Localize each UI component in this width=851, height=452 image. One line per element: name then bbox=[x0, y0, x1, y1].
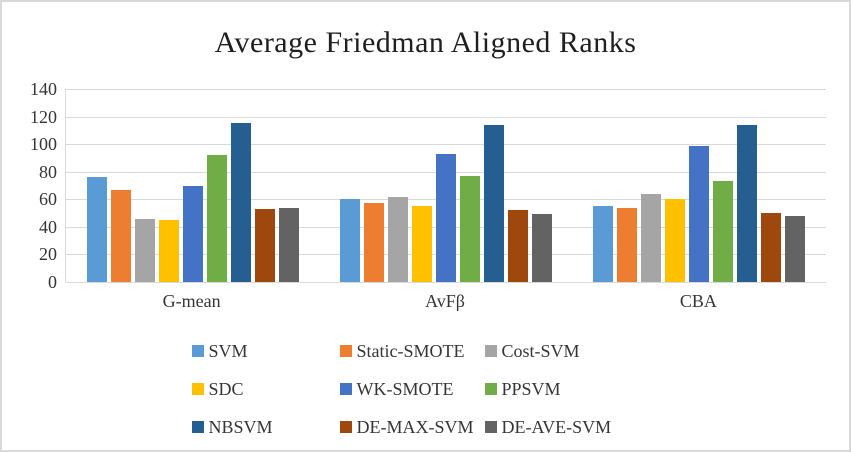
legend-label: NBSVM bbox=[208, 416, 273, 437]
legend-marker-icon bbox=[484, 421, 497, 433]
legend-marker-icon bbox=[339, 421, 352, 433]
legend-item-NBSVM: NBSVM bbox=[191, 416, 340, 438]
y-tick-label: 120 bbox=[30, 106, 57, 127]
bar-Cost-SVM bbox=[134, 218, 155, 282]
legend: SVM Static-SMOTE Cost-SVM SDC WK-SMOTE PPSVM N… bbox=[191, 332, 660, 446]
y-tick-label: 140 bbox=[30, 79, 57, 99]
legend-item-SVM: SVM bbox=[191, 340, 340, 362]
legend-marker-icon bbox=[339, 383, 352, 395]
bar-groups bbox=[66, 89, 826, 282]
legend-label: Cost-SVM bbox=[501, 340, 580, 361]
chart-title: Average Friedman Aligned Ranks bbox=[214, 26, 637, 59]
bar-SVM bbox=[593, 206, 614, 282]
legend-item-PPSVM: PPSVM bbox=[484, 378, 660, 400]
bar-group-CBA bbox=[573, 89, 826, 282]
bar-Cost-SVM bbox=[387, 196, 408, 282]
bar-WK-SMOTE bbox=[435, 153, 456, 282]
legend-marker-icon bbox=[191, 421, 204, 433]
bar-NBSVM bbox=[737, 124, 758, 282]
y-tick-label: 0 bbox=[48, 272, 57, 292]
bar-PPSVM bbox=[459, 175, 480, 282]
legend-label: WK-SMOTE bbox=[356, 378, 454, 399]
y-tick-label: 20 bbox=[39, 244, 57, 265]
bar-SVM bbox=[86, 177, 107, 282]
gridline bbox=[66, 116, 826, 118]
bar-DE-MAX-SVM bbox=[507, 210, 528, 282]
y-tick-label: 80 bbox=[39, 161, 57, 182]
legend-item-WK-SMOTE: WK-SMOTE bbox=[339, 378, 485, 400]
x-category-label: AvFβ bbox=[425, 291, 465, 311]
legend-label: DE-AVE-SVM bbox=[501, 416, 612, 437]
legend-label: SDC bbox=[208, 378, 244, 399]
legend-item-Cost-SVM: Cost-SVM bbox=[484, 340, 660, 362]
legend-item-SDC: SDC bbox=[191, 378, 340, 400]
bar-WK-SMOTE bbox=[689, 145, 710, 282]
legend-item-DE-AVE-SVM: DE-AVE-SVM bbox=[484, 416, 660, 438]
bar-DE-MAX-SVM bbox=[761, 213, 782, 282]
legend-marker-icon bbox=[484, 383, 497, 395]
bar-NBSVM bbox=[483, 124, 504, 282]
legend-marker-icon bbox=[484, 345, 497, 357]
bar-PPSVM bbox=[206, 155, 227, 282]
bar-PPSVM bbox=[713, 181, 734, 282]
legend-marker-icon bbox=[339, 345, 352, 357]
bar-DE-AVE-SVM bbox=[278, 207, 299, 282]
legend-label: PPSVM bbox=[501, 378, 561, 399]
legend-marker-icon bbox=[191, 383, 204, 395]
x-category-label: G-mean bbox=[162, 291, 221, 311]
bar-NBSVM bbox=[230, 123, 251, 282]
legend-item-DE-MAX-SVM: DE-MAX-SVM bbox=[339, 416, 485, 438]
y-tick-label: 100 bbox=[30, 134, 57, 155]
bar-Static-SMOTE bbox=[363, 203, 384, 282]
bar-WK-SMOTE bbox=[182, 185, 203, 282]
legend-label: Static-SMOTE bbox=[356, 340, 465, 361]
bar-Static-SMOTE bbox=[110, 189, 131, 282]
bar-SVM bbox=[339, 199, 360, 282]
y-tick-label: 40 bbox=[39, 216, 57, 237]
y-axis: 0 20 40 60 80 100 120 140 bbox=[2, 79, 57, 292]
gridline bbox=[66, 144, 826, 146]
bar-group-AvFβ bbox=[319, 89, 572, 282]
bar-SDC bbox=[411, 206, 432, 282]
legend-label: SVM bbox=[208, 340, 248, 361]
bar-SDC bbox=[665, 199, 686, 282]
bar-DE-AVE-SVM bbox=[531, 214, 552, 282]
gridline bbox=[66, 282, 826, 283]
x-category-label: CBA bbox=[679, 291, 717, 311]
bar-Static-SMOTE bbox=[617, 207, 638, 282]
bar-SDC bbox=[158, 219, 179, 282]
legend-label: DE-MAX-SVM bbox=[356, 416, 474, 437]
bar-DE-MAX-SVM bbox=[254, 208, 275, 282]
x-axis: G-mean AvFβ CBA bbox=[65, 291, 825, 312]
bar-Cost-SVM bbox=[641, 193, 662, 282]
plot-area bbox=[65, 89, 826, 283]
bar-DE-AVE-SVM bbox=[785, 215, 806, 282]
legend-marker-icon bbox=[191, 345, 204, 357]
legend-item-Static-SMOTE: Static-SMOTE bbox=[339, 340, 485, 362]
gridline bbox=[66, 89, 826, 90]
y-tick-label: 60 bbox=[39, 189, 57, 210]
bar-group-G-mean bbox=[66, 89, 319, 282]
